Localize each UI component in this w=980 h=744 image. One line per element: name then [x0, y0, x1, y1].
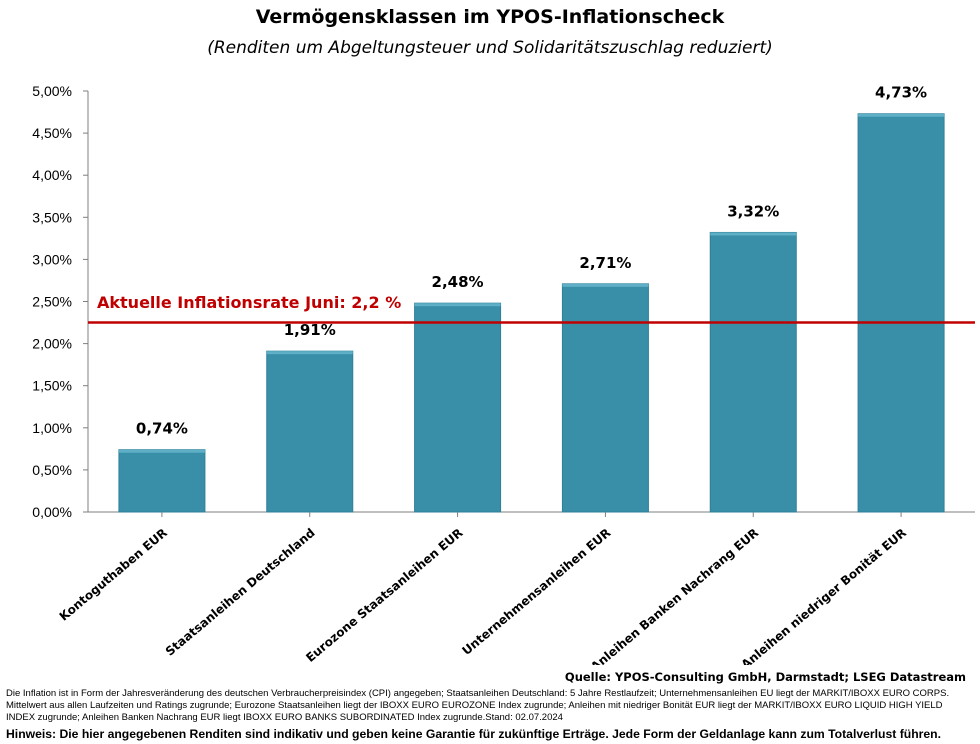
bar-value-label: 1,91% — [284, 321, 336, 339]
y-tick-label: 1,00% — [32, 420, 72, 436]
bar-highlight — [710, 232, 797, 236]
chart-title: Vermögensklassen im YPOS-Inflationscheck — [255, 6, 725, 28]
bar-value-label: 3,32% — [727, 202, 779, 220]
y-tick-label: 4,50% — [32, 125, 72, 141]
bar — [118, 449, 206, 513]
methodology-note: Die Inflation ist in Form der Jahresverä… — [6, 688, 950, 723]
chart-subtitle: (Renditen um Abgeltungsteuer und Solidar… — [207, 38, 773, 58]
bar-highlight — [118, 449, 205, 453]
bar — [709, 231, 797, 513]
disclaimer: Hinweis: Die hier angegebenen Renditen s… — [6, 727, 942, 741]
y-tick-label: 0,50% — [32, 462, 72, 478]
inflation-reference-label: Aktuelle Inflationsrate Juni: 2,2 % — [97, 293, 401, 312]
bar-chart: 0,00% 0,50% 1,00% 1,50% 2,00% 2,50% 3,00% 3,50%… — [32, 83, 975, 665]
x-category-label: Unternehmensanleihen EUR — [459, 526, 613, 658]
bar-value-label: 4,73% — [875, 84, 927, 102]
bar-highlight — [858, 113, 945, 117]
bar-highlight — [414, 303, 501, 307]
y-tick-label: 3,00% — [32, 251, 72, 267]
x-category-label: Anleihen niedriger Bonität EUR — [739, 526, 910, 665]
y-tick-label: 5,00% — [32, 83, 72, 99]
bar-highlight — [266, 351, 353, 355]
y-tick-label: 1,50% — [32, 378, 72, 394]
x-category-label: Staatsanleihen Deutschland — [163, 526, 318, 659]
y-tick-label: 3,50% — [32, 209, 72, 225]
bar — [414, 302, 502, 513]
bar — [266, 350, 354, 513]
bar-value-label: 2,48% — [432, 273, 484, 291]
bar — [561, 283, 649, 513]
x-category-label: Eurozone Staatsanleihen EUR — [303, 526, 465, 665]
bar-value-label: 2,71% — [579, 254, 631, 272]
x-category-label: Anleihen Banken Nachrang EUR — [588, 526, 761, 665]
bar-value-label: 0,74% — [136, 420, 188, 438]
x-category-label: Kontoguthaben EUR — [57, 526, 170, 624]
y-tick-label: 0,00% — [32, 504, 72, 520]
y-tick-label: 2,00% — [32, 336, 72, 352]
bar — [857, 113, 945, 513]
y-tick-label: 2,50% — [32, 294, 72, 310]
source-credit: Quelle: YPOS-Consulting GmbH, Darmstadt;… — [564, 670, 966, 684]
bar-highlight — [562, 283, 649, 287]
y-tick-label: 4,00% — [32, 167, 72, 183]
